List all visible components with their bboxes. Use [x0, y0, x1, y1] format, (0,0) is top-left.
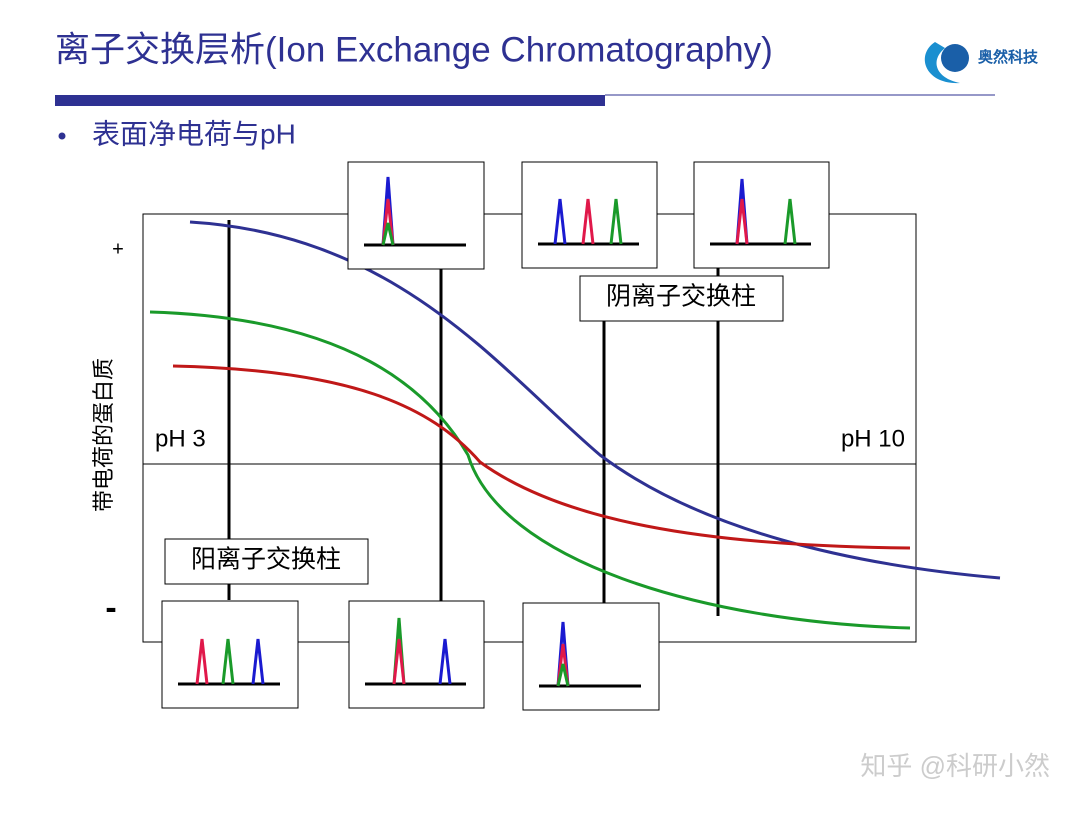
bullet-dot [58, 132, 66, 140]
ph-low: pH 3 [155, 425, 206, 452]
peak [581, 198, 595, 245]
bullet-text: 表面净电荷与pH [92, 118, 296, 149]
peak [392, 638, 406, 685]
peak [438, 638, 452, 685]
inset-box [693, 161, 830, 269]
chromatogram-insets [161, 161, 830, 711]
cation-box [164, 538, 369, 585]
title-bar [55, 95, 605, 106]
peak [195, 638, 209, 685]
ph-high: pH 10 [841, 425, 905, 452]
peak [381, 198, 395, 246]
anion-label: 阴离子交换柱 [606, 283, 756, 311]
logo: 奥然科技 [924, 42, 1039, 84]
peak [556, 663, 570, 687]
peak [381, 222, 395, 246]
inset-box [347, 161, 485, 270]
watermark: 知乎 @科研小然 [860, 751, 1050, 781]
y-axis-label: 带电荷的蛋白质 [91, 358, 116, 512]
inset-box [522, 602, 660, 711]
title: 离子交换层析(Ion Exchange Chromatography) [55, 30, 773, 69]
peak [221, 638, 235, 685]
peak [251, 638, 265, 685]
peak [609, 198, 623, 245]
peak [735, 198, 749, 245]
inset-box [348, 600, 485, 709]
peak [553, 198, 567, 245]
plus-sign: + [112, 238, 124, 260]
logo-text: 奥然科技 [978, 48, 1039, 66]
cation-label: 阳离子交换柱 [191, 546, 341, 574]
fraction-lines [227, 220, 720, 616]
peak [783, 198, 797, 245]
anion-box [579, 275, 784, 322]
minus-sign: - [105, 589, 116, 627]
